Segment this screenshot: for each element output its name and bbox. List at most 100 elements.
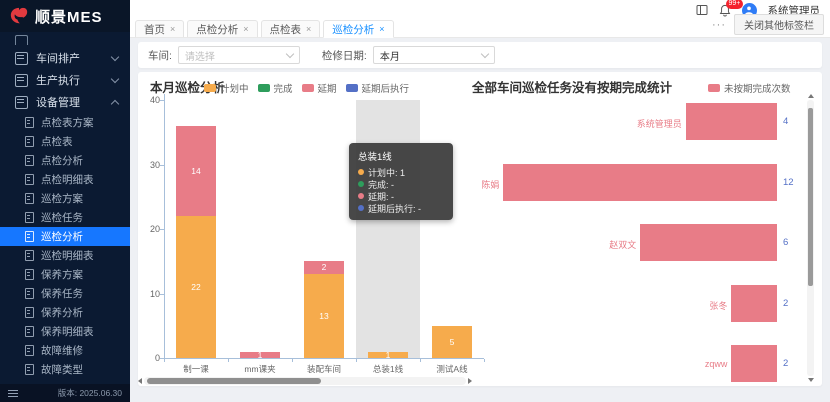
sidebar-item-故障维修[interactable]: 故障维修 [0,341,130,360]
tooltip-row: 延期后执行: - [358,202,444,214]
sidebar-group-车间排产[interactable]: 车间排产 [0,47,130,69]
vertical-scrollbar[interactable] [806,94,815,382]
sidebar-item-巡检明细表[interactable]: 巡检明细表 [0,246,130,265]
sidebar-item-label: 保养分析 [41,307,83,319]
sidebar-group-生产执行[interactable]: 生产执行 [0,69,130,91]
value-label: 2 [783,297,789,309]
sidebar-item-保养任务[interactable]: 保养任务 [0,284,130,303]
bar-value-label: 2 [321,262,327,273]
chevron-down-icon [480,49,490,58]
sidebar-item-label: 点检分析 [41,155,83,167]
legend-item-未按期完成次数[interactable]: 未按期完成次数 [708,81,791,95]
legend-label: 计划中 [220,84,249,95]
series-dot-icon [358,205,364,211]
x-axis-tick [484,359,485,362]
vertical-scrollbar-track[interactable] [807,100,814,376]
bar-value-label: 14 [191,165,201,176]
workshop-select[interactable]: 请选择 [177,46,300,64]
tab-首页[interactable]: 首页 × [135,20,185,37]
user-name[interactable]: 系统管理员 [767,4,821,17]
bar-segment[interactable]: 1 [368,351,408,359]
tab-close-icon[interactable]: × [306,24,312,34]
bar[interactable] [503,164,777,201]
sidebar-item-保养明细表[interactable]: 保养明细表 [0,322,130,341]
legend-item-完成[interactable]: 完成 [257,81,293,95]
sidebar-item-故障类型[interactable]: 故障类型 [0,360,130,379]
bar-segment[interactable]: 14 [176,125,216,217]
sidebar-item-label: 点检明细表 [41,174,94,186]
tab-close-icon[interactable]: × [243,24,249,34]
tab-more-icon[interactable]: ··· [712,18,726,31]
sidebar-item-点检表[interactable]: 点检表 [0,132,130,151]
bar-value-label: 5 [449,336,455,347]
tab-点检分析[interactable]: 点检分析 × [187,20,258,37]
bar[interactable] [685,103,777,140]
scroll-right-arrow-icon[interactable] [468,378,472,384]
sidebar-item-保养分析[interactable]: 保养分析 [0,303,130,322]
bar-segment[interactable]: 22 [176,216,216,358]
bar-segment[interactable]: 2 [304,261,344,275]
notification-badge: 99+ [725,0,744,9]
notification-bell-icon[interactable]: 99+ [719,0,744,17]
date-filter-label: 检修日期: [321,49,367,62]
user-avatar[interactable] [741,2,757,18]
sidebar-group-label: 车间排产 [36,53,80,65]
clipped-menu-item-icon[interactable] [15,35,28,45]
sidebar-item-label: 故障类型 [41,364,83,376]
category-label: 赵双文 [609,239,637,250]
bar[interactable] [731,345,777,382]
y-axis-label: 40 [149,95,160,105]
sidebar-group-设备管理[interactable]: 设备管理 [0,91,130,113]
collapse-menu-icon[interactable] [8,389,18,397]
tab-close-icon[interactable]: × [379,24,385,34]
tab-close-icon[interactable]: × [170,24,176,34]
overdue-statistics-chart: 全部车间巡检任务没有按期完成统计 未按期完成次数 系统管理员 4 陈娟 12 赵双文 6 张… [468,72,822,386]
category-label: zqww [704,358,728,369]
bar[interactable] [731,285,777,322]
bar-segment[interactable]: 1 [240,351,280,359]
sidebar-item-点检明细表[interactable]: 点检明细表 [0,170,130,189]
sidebar-item-点检表方案[interactable]: 点检表方案 [0,113,130,132]
axis-hover-band [356,100,420,358]
close-other-tabs-button[interactable]: 关闭其他标签栏 [734,14,824,35]
legend-item-延期[interactable]: 延期 [301,81,337,95]
value-label: 6 [783,236,789,248]
legend-item-计划中[interactable]: 计划中 [204,81,249,95]
bar[interactable] [640,224,777,261]
series-dot-icon [358,193,364,199]
layout-grid-icon[interactable] [696,4,708,16]
sidebar-item-巡检任务[interactable]: 巡检任务 [0,208,130,227]
scroll-left-arrow-icon[interactable] [138,378,142,384]
bar-segment[interactable]: 13 [304,274,344,358]
bar-segment[interactable]: 5 [432,325,472,358]
category-label: 系统管理员 [636,118,682,129]
x-axis-tick [356,359,357,362]
horizontal-scrollbar-track[interactable] [144,377,466,385]
chevron-down-icon [285,49,295,58]
sidebar-item-巡检方案[interactable]: 巡检方案 [0,189,130,208]
y-axis-label: 30 [149,159,160,170]
app-title: 顺景MES [35,8,103,26]
sidebar-item-label: 巡检分析 [41,231,83,243]
tooltip-row: 完成: - [358,178,444,190]
tooltip-row: 延期: - [358,190,444,202]
document-icon [25,155,34,166]
tab-点检表[interactable]: 点检表 × [260,20,321,37]
horizontal-scrollbar[interactable] [138,376,472,386]
date-select[interactable]: 本月 [372,46,495,64]
vertical-scrollbar-thumb[interactable] [808,108,813,286]
scroll-down-arrow-icon[interactable] [807,378,814,382]
sidebar-item-巡检分析[interactable]: 巡检分析 [0,227,130,246]
sidebar-item-label: 保养任务 [41,288,83,300]
horizontal-scrollbar-thumb[interactable] [147,378,322,384]
sidebar-item-保养方案[interactable]: 保养方案 [0,265,130,284]
sidebar-item-点检分析[interactable]: 点检分析 [0,151,130,170]
scroll-up-arrow-icon[interactable] [807,94,814,98]
date-select-value: 本月 [379,51,400,63]
workshop-select-placeholder: 请选择 [184,51,215,63]
tab-巡检分析[interactable]: 巡检分析 × [323,20,394,38]
sidebar-item-label: 故障维修 [41,345,83,357]
document-icon [25,288,34,299]
content-card: 本月巡检分析 计划中 完成 延期 延期后执行 0 10 20 30 40 22 14 制一课 1 mm课… [138,72,822,386]
legend-item-延期后执行[interactable]: 延期后执行 [345,81,409,95]
